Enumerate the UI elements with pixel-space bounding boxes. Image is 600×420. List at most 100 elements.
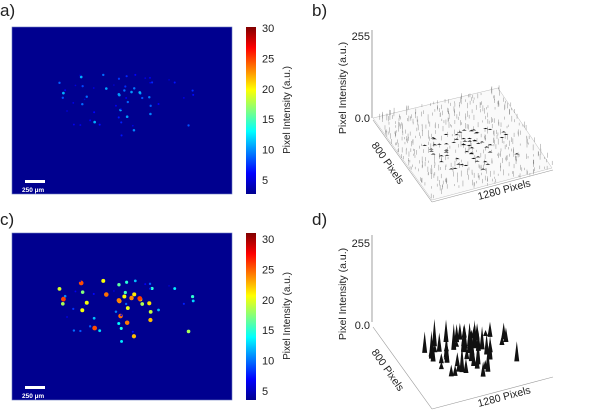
intensity-peak: [451, 323, 457, 350]
intensity-peak: [469, 147, 475, 149]
intensity-peak: [471, 129, 477, 131]
intensity-peak: [499, 335, 505, 346]
intensity-spot: [114, 310, 118, 313]
intensity-spot: [72, 329, 76, 332]
intensity-spot: [168, 79, 170, 81]
intensity-peak: [461, 129, 467, 131]
intensity-spot: [186, 329, 191, 334]
intensity-peak: [467, 140, 473, 142]
intensity-peak: [475, 142, 481, 144]
intensity-peak: [444, 154, 450, 156]
intensity-spot: [93, 111, 96, 114]
panel-label-c: c): [0, 210, 14, 229]
intensity-peak: [436, 332, 442, 352]
intensity-spot: [116, 298, 122, 303]
intensity-peak: [451, 141, 457, 143]
intensity-peak: [443, 151, 449, 153]
intensity-peak: [463, 358, 469, 373]
colorbar-tick-label: 20: [262, 295, 274, 307]
intensity-spot: [61, 296, 66, 302]
intensity-peak: [431, 138, 437, 140]
intensity-spot: [66, 110, 68, 112]
panel-b: b) 255 0.0 Pixel Intensity (a.u.) 800 Pi…: [312, 1, 554, 203]
intensity-spot: [187, 124, 190, 127]
intensity-peak: [485, 347, 491, 372]
intensity-spot: [125, 97, 128, 99]
intensity-spot: [72, 307, 75, 311]
intensity-peak: [473, 132, 479, 134]
intensity-spot: [79, 74, 81, 77]
surface-plot-d: [422, 318, 520, 377]
intensity-spot: [131, 124, 134, 127]
intensity-spot: [66, 316, 68, 318]
intensity-spot: [133, 279, 137, 283]
surface-plane-b: [372, 87, 553, 201]
intensity-spot: [125, 75, 128, 78]
intensity-spot: [57, 286, 62, 291]
intensity-spot: [132, 87, 136, 90]
colorbar-tick-label: 30: [262, 23, 274, 35]
intensity-spot: [124, 320, 130, 325]
intensity-spot: [141, 96, 144, 100]
colorbar-tick-label: 5: [262, 386, 268, 398]
intensity-spot: [72, 123, 75, 126]
intensity-peak: [475, 338, 481, 365]
intensity-peak: [432, 144, 438, 146]
x-axis-b: [431, 169, 554, 203]
intensity-peak: [482, 160, 488, 163]
intensity-peak: [472, 319, 478, 348]
colorbar-c: [246, 233, 256, 400]
intensity-peak: [499, 136, 505, 139]
intensity-spot: [104, 292, 109, 297]
intensity-peak: [475, 330, 481, 351]
colorbar-tick-label: 15: [262, 325, 274, 337]
intensity-peak: [483, 329, 489, 337]
intensity-peak: [468, 152, 474, 154]
intensity-peak: [454, 340, 460, 347]
intensity-spot: [144, 77, 147, 80]
intensity-spot: [117, 77, 121, 80]
intensity-spot: [117, 321, 121, 325]
x-axis-d: [431, 376, 554, 410]
intensity-peak: [457, 131, 463, 133]
intensity-peak: [438, 361, 444, 370]
panel-label-a: a): [0, 1, 15, 20]
intensity-spot: [104, 87, 108, 90]
intensity-peak: [480, 168, 486, 170]
intensity-spot: [84, 300, 89, 305]
intensity-spot: [149, 81, 152, 84]
y-axis-d: [372, 326, 433, 410]
intensity-spot: [92, 316, 96, 320]
intensity-spot: [80, 308, 85, 313]
intensity-spot: [119, 326, 123, 330]
intensity-spot: [102, 73, 105, 77]
intensity-spot: [191, 299, 195, 303]
intensity-spot: [80, 290, 85, 294]
intensity-spot: [117, 116, 120, 119]
intensity-spot: [182, 302, 185, 305]
intensity-peak: [484, 146, 490, 148]
intensity-spot: [62, 91, 65, 95]
intensity-spot: [157, 102, 160, 105]
intensity-peak: [475, 156, 481, 158]
intensity-peak: [503, 327, 509, 342]
intensity-spot: [149, 76, 151, 79]
intensity-spot: [120, 108, 123, 111]
intensity-spot: [148, 96, 151, 99]
intensity-peak: [487, 321, 493, 337]
intensity-spot: [117, 93, 121, 96]
intensity-spot: [98, 123, 101, 126]
z-axis-label-d: Pixel Intensity (a.u.): [337, 248, 349, 340]
colorbar-label-c: Pixel Intensity (a.u.): [282, 272, 293, 360]
intensity-spot: [85, 95, 88, 98]
intensity-peak: [444, 340, 450, 363]
intensity-peak: [438, 160, 444, 163]
intensity-spot: [149, 287, 152, 290]
intensity-spot: [140, 302, 145, 306]
colorbar-tick-label: 25: [262, 53, 274, 65]
intensity-spot: [79, 329, 82, 333]
intensity-spot: [191, 89, 194, 92]
intensity-spot: [64, 89, 67, 92]
spots-c: [57, 278, 195, 343]
intensity-spot: [150, 286, 154, 291]
